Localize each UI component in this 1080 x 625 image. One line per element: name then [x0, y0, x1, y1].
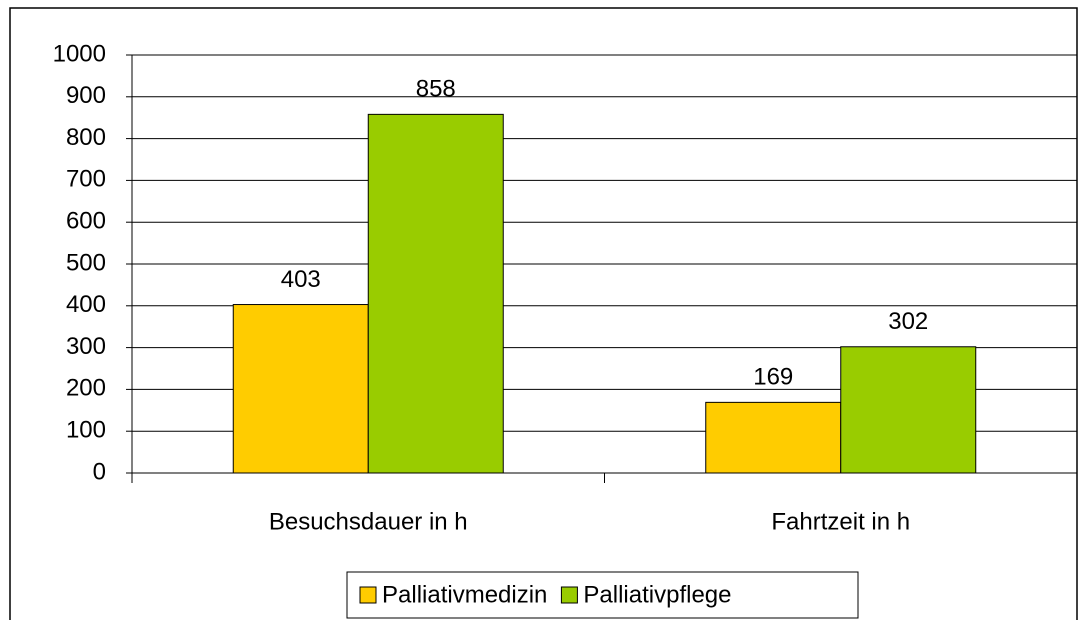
value-label: 302 — [888, 308, 928, 335]
chart-border — [9, 7, 1078, 625]
x-tick-label: Besuchsdauer in h — [269, 508, 468, 535]
y-tick-label: 900 — [66, 82, 106, 109]
legend-swatch — [560, 586, 578, 604]
legend-label: Palliativmedizin — [382, 581, 547, 608]
value-label: 403 — [281, 266, 321, 293]
y-tick-label: 300 — [66, 333, 106, 360]
bar — [840, 346, 977, 474]
y-tick-label: 800 — [66, 124, 106, 151]
y-tick-label: 400 — [66, 291, 106, 318]
y-tick-label: 0 — [93, 458, 106, 485]
y-tick-label: 200 — [66, 375, 106, 402]
y-tick-label: 700 — [66, 166, 106, 193]
y-tick-label: 1000 — [53, 40, 106, 67]
x-tick-label: Fahrtzeit in h — [771, 508, 910, 535]
y-tick-label: 100 — [66, 417, 106, 444]
value-label: 169 — [753, 364, 793, 391]
legend-box — [346, 571, 859, 619]
bar — [232, 304, 369, 474]
value-label: 858 — [416, 76, 456, 103]
y-tick-label: 500 — [66, 249, 106, 276]
bar — [367, 113, 504, 474]
y-tick-label: 600 — [66, 208, 106, 235]
legend-swatch — [359, 586, 377, 604]
legend-label: Palliativpflege — [583, 581, 731, 608]
bar — [705, 401, 842, 474]
